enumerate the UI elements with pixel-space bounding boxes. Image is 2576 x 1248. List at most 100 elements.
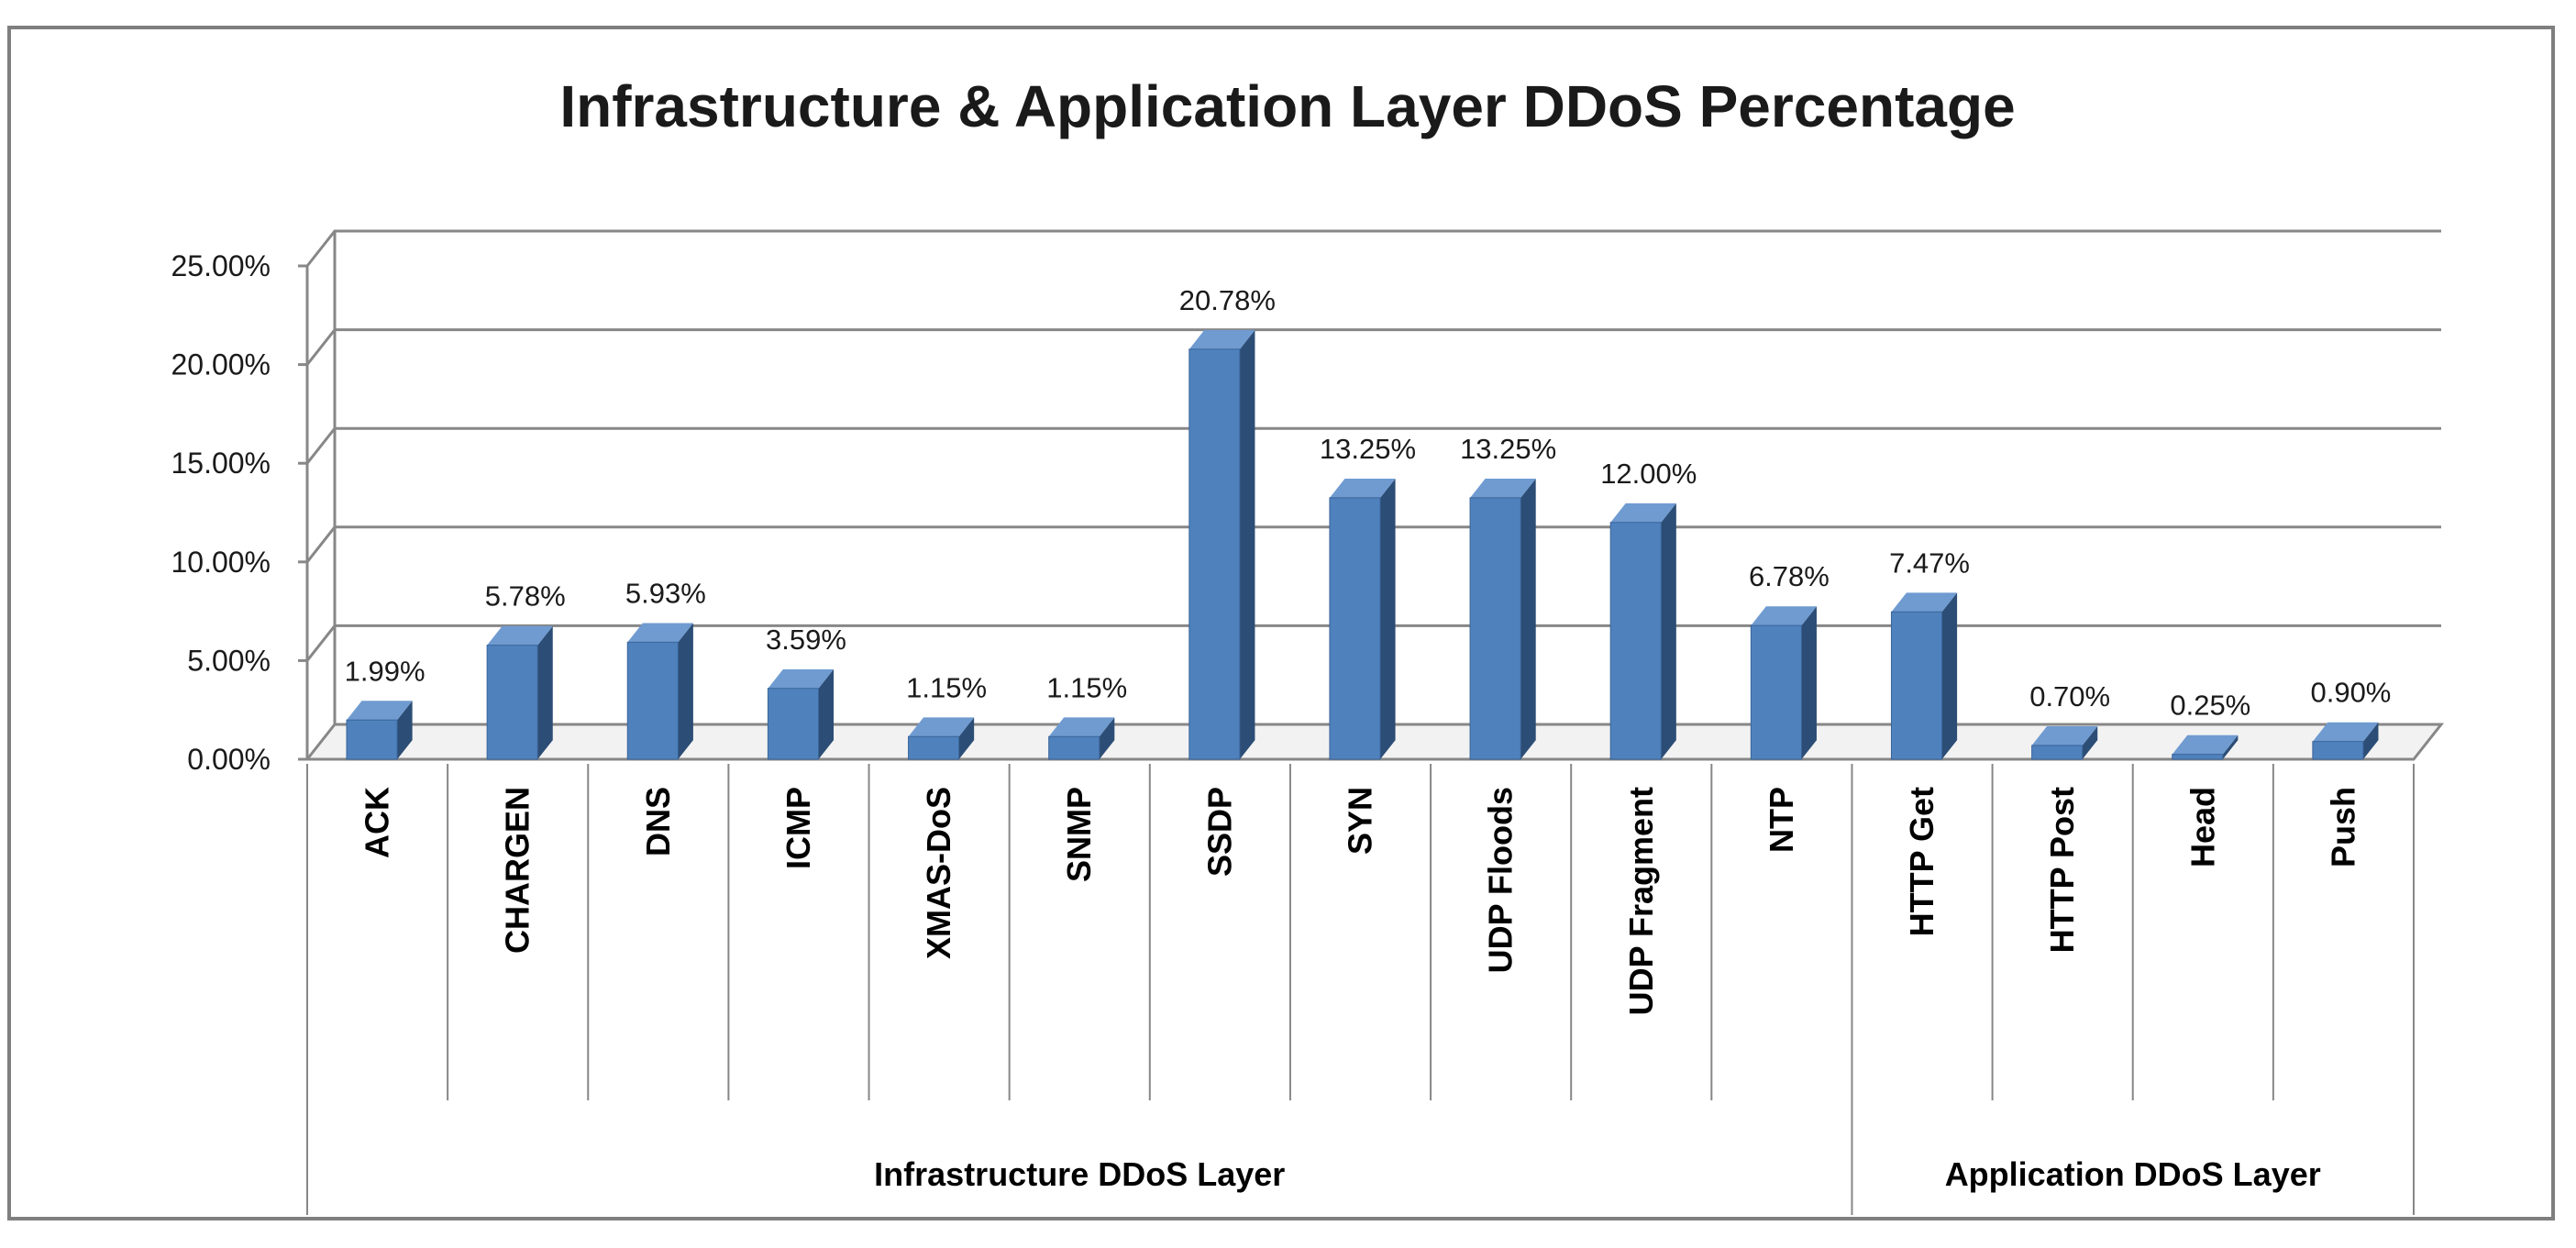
bar [1048,717,1115,760]
bar [1188,329,1255,760]
bar-top [768,668,835,689]
bar-front [1890,611,1943,760]
bar-top [1470,478,1536,498]
bar-front [626,641,679,760]
bar [1890,592,1958,760]
gridline [305,426,2441,465]
y-tick-label: 25.00% [171,249,271,282]
bar [2031,726,2098,760]
bar-top [347,701,413,721]
data-label: 3.59% [766,624,846,656]
bar-side [1239,329,1255,759]
data-label: 5.78% [485,580,566,613]
bar-front [2312,741,2364,760]
category-label: SYN [1342,787,1379,855]
data-label: 20.78% [1179,284,1276,316]
y-tick-label: 15.00% [171,447,271,480]
bar [1750,606,1817,760]
bar-top [2312,722,2379,742]
bar-front [767,688,820,760]
chart-title: Infrastructure & Application Layer DDoS … [559,73,2015,139]
bar-top [1610,503,1676,523]
bar-front [486,645,538,760]
y-tick-label: 10.00% [171,546,271,579]
bar-front [346,719,398,760]
bar-top [2172,734,2239,755]
bar [626,623,693,760]
x-axis-categories: ACK CHARGEN DNS ICMP XMAS-DoS SNMP SSDP SYN UDP … [306,764,2415,1215]
category-label: CHARGEN [499,787,536,954]
bar-top [1751,606,1817,626]
bar-front [1048,735,1100,760]
bar-top [1329,478,1396,498]
y-tick-label: 5.00% [187,644,271,677]
chart-frame [7,26,2555,1220]
data-labels-layer: 1.99% 5.78% 5.93% 3.59% 1.15% 1.15% 20.78% 13.2… [345,284,2392,722]
bar-top [627,623,693,643]
bar [908,717,975,760]
bar-side [818,668,835,759]
data-label: 0.25% [2170,690,2250,722]
category-label: Head [2184,787,2221,867]
bar-top [487,625,553,646]
bar-side [2082,726,2098,759]
data-label: 1.15% [906,671,987,703]
bar-side [2222,734,2239,759]
category-label: XMAS-DoS [920,787,957,959]
category-label: HTTP Get [1903,787,1940,936]
category-label: Push [2324,787,2361,867]
data-label: 0.70% [2029,680,2110,712]
bar-top [2031,726,2098,745]
gridline [305,229,2441,267]
bar [767,668,835,760]
category-label: UDP Fragment [1622,787,1660,1015]
bar-side [537,625,553,759]
y-tick-label: 0.00% [187,743,271,776]
bar-front [2031,745,2084,760]
bar [1329,478,1396,760]
data-label: 1.15% [1046,671,1127,703]
gridline [305,525,2441,563]
bar-front [1469,497,1521,760]
data-label: 12.00% [1600,458,1697,490]
bar-top [1188,329,1255,349]
bar-side [678,623,693,759]
bar-side [1941,592,1958,759]
bar-front [1750,624,1802,760]
bar-front [1609,522,1662,760]
bar-front [2172,754,2224,760]
bar-side [397,701,413,759]
category-label: ICMP [779,787,817,869]
bar-side [1520,478,1536,759]
y-tick-label: 20.00% [171,348,271,381]
data-label: 13.25% [1460,433,1556,465]
bar [486,625,553,760]
bar [346,701,413,760]
bars-layer [346,329,2379,760]
category-label: DNS [639,787,677,856]
data-label: 13.25% [1320,433,1416,465]
category-label: NTP [1763,787,1800,853]
bar-side [1099,717,1115,759]
data-label: 7.47% [1889,547,1970,579]
bar-side [2362,722,2379,759]
category-label: ACK [359,787,396,858]
bar-front [908,735,960,760]
data-label: 6.78% [1749,560,1830,592]
bar [2312,722,2379,760]
category-label: HTTP Post [2043,787,2081,953]
bar [1609,503,1676,760]
data-label: 0.90% [2310,677,2391,709]
bar-top [1891,592,1958,613]
category-label: UDP Floods [1482,787,1520,973]
gridline [305,328,2441,366]
group-label: Infrastructure DDoS Layer [874,1155,1285,1193]
bar-side [1661,503,1676,759]
category-label: SSDP [1200,787,1238,877]
data-label: 5.93% [625,577,706,609]
bar-side [958,717,975,759]
bar [1469,478,1536,760]
bar-front [1329,497,1381,760]
data-label: 1.99% [345,655,426,687]
